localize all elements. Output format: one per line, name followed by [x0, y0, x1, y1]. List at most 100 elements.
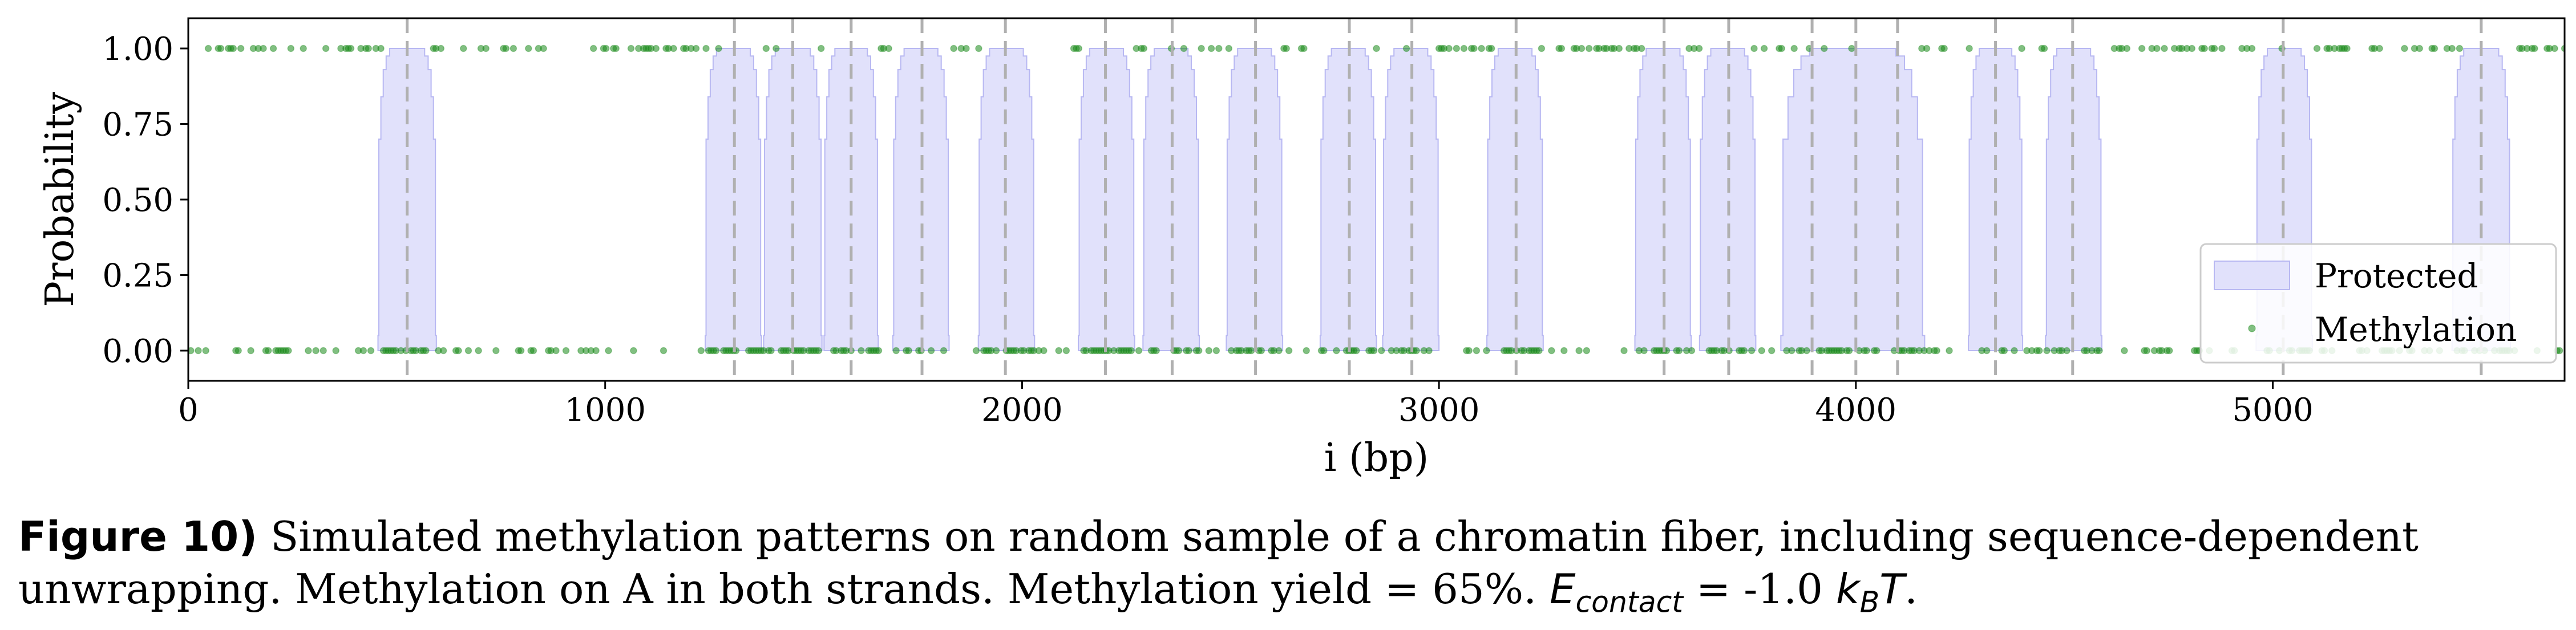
methylation-point [858, 347, 865, 355]
methylation-point [627, 44, 635, 52]
methylation-point [1583, 347, 1591, 355]
methylation-point [517, 347, 525, 355]
methylation-point [1473, 347, 1481, 355]
methylation-point [950, 44, 957, 52]
methylation-point [1207, 44, 1215, 52]
methylation-point [1788, 347, 1795, 355]
methylation-point [1740, 347, 1748, 355]
methylation-point [1353, 347, 1360, 355]
methylation-point [1140, 44, 1148, 52]
methylation-point [1487, 44, 1495, 52]
methylation-point [1750, 44, 1758, 52]
caption-label: Figure 10) [18, 513, 258, 560]
methylation-point [2448, 44, 2456, 52]
methylation-point [2166, 347, 2173, 355]
methylation-point [1558, 44, 1566, 52]
methylation-point [605, 347, 612, 355]
methylation-point [265, 347, 272, 355]
protected-region [763, 48, 823, 351]
methylation-point [2416, 44, 2423, 52]
methylation-point [2551, 44, 2558, 52]
methylation-point [1460, 44, 1468, 52]
methylation-point [2401, 44, 2408, 52]
methylation-point [1758, 347, 1765, 355]
methylation-point [195, 347, 202, 355]
methylation-point [1378, 347, 1385, 355]
legend-label-protected: Protected [2315, 257, 2478, 295]
methylation-point [1248, 347, 1255, 355]
methylation-point [1198, 44, 1205, 52]
x-tick-label: 2000 [981, 392, 1063, 429]
methylation-point [1578, 44, 1586, 52]
methylation-point [1637, 44, 1645, 52]
methylation-point [1548, 347, 1555, 355]
methylation-point [1453, 44, 1461, 52]
methylation-point [1185, 347, 1192, 355]
methylation-point [1275, 347, 1283, 355]
methylation-point [1320, 347, 1328, 355]
protected-region [1780, 48, 1926, 351]
methylation-point [1055, 347, 1062, 355]
methylation-point [300, 44, 307, 52]
methylation-point [367, 347, 375, 355]
methylation-point [455, 347, 462, 355]
methylation-point [1748, 347, 1756, 355]
protected-region [1078, 48, 1135, 351]
unit-t: T [1879, 565, 1905, 613]
methylation-point [2043, 347, 2051, 355]
methylation-point [712, 347, 720, 355]
protected-region [377, 48, 437, 351]
methylation-point [817, 44, 825, 52]
methylation-point [762, 44, 770, 52]
methylation-point [992, 347, 1000, 355]
methylation-point [552, 347, 560, 355]
methylation-point [1863, 347, 1871, 355]
unit-subscript: B [1859, 585, 1880, 619]
methylation-point [2210, 44, 2218, 52]
methylation-point [2121, 347, 2128, 355]
methylation-point [287, 44, 295, 52]
methylation-point [660, 347, 668, 355]
methylation-point [320, 347, 327, 355]
methylation-point [963, 44, 970, 52]
x-tick-label: 5000 [2232, 392, 2314, 429]
methylation-point [2123, 44, 2131, 52]
methylation-point [1215, 44, 1223, 52]
methylation-point [875, 347, 883, 355]
methylation-point [1848, 44, 1855, 52]
methylation-point [247, 347, 254, 355]
methylation-point [1688, 347, 1696, 355]
methylation-point [1803, 347, 1810, 355]
protected-region [1968, 48, 2024, 351]
methylation-point [2555, 347, 2563, 355]
methylation-point [670, 44, 677, 52]
methylation-point [892, 347, 900, 355]
methylation-point [652, 44, 660, 52]
methylation-point [217, 44, 225, 52]
methylation-point [322, 44, 330, 52]
methylation-point [2431, 44, 2438, 52]
methylation-point [202, 347, 209, 355]
methylation-point [1333, 347, 1340, 355]
methylation-point [630, 347, 637, 355]
methylation-point [1303, 347, 1310, 355]
methylation-point [2018, 44, 2025, 52]
methylation-point [905, 347, 912, 355]
methylation-point [1821, 44, 1828, 52]
methylation-point [1538, 44, 1546, 52]
methylation-point [1946, 347, 1953, 355]
protected-region [1634, 48, 1692, 351]
protected-region [892, 48, 950, 351]
methylation-point [482, 44, 490, 52]
caption-text: Simulated methylation patterns on random… [18, 513, 2419, 613]
y-tick-label: 0.00 [102, 333, 173, 370]
methylation-point [972, 347, 980, 355]
protected-region [705, 48, 762, 351]
methylation-point [2248, 44, 2256, 52]
methylation-point [529, 347, 537, 355]
methylation-point [612, 44, 620, 52]
methylation-point [1966, 44, 1973, 52]
methylation-point [1560, 347, 1568, 355]
methylation-point [260, 44, 267, 52]
methylation-point [1768, 347, 1776, 355]
